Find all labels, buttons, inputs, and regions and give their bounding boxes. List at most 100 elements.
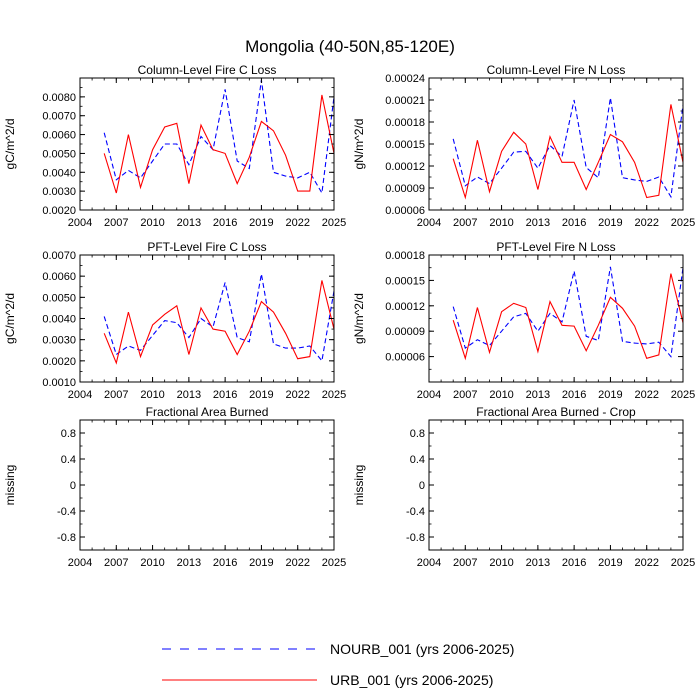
y-tick-label: 0.00009 [385, 183, 425, 195]
plot-frame [79, 77, 335, 211]
chart-panels: Column-Level Fire C Loss gC/m^2/d 2004 2007… [3, 63, 695, 569]
y-tick-label: 0.0040 [42, 167, 76, 179]
y-tick-label: 0.4 [410, 454, 425, 466]
chart-panel-4: PFT-Level Fire N Loss gN/m^2/d 2004 2007 201… [352, 240, 695, 401]
legend-label-1: NOURB_001 (yrs 2006-2025) [330, 641, 514, 657]
x-tick-label: 2010 [140, 557, 164, 569]
chart-panel-6: Fractional Area Burned - Crop missing 2004… [352, 405, 695, 569]
x-tick-label: 2025 [322, 557, 346, 569]
x-tick-label: 2013 [526, 217, 550, 229]
y-axis-label: missing [352, 465, 366, 506]
y-tick-label: 0.0050 [42, 292, 76, 304]
panel-title: Column-Level Fire C Loss [138, 63, 277, 77]
y-axis-label: gN/m^2/d [352, 119, 366, 170]
x-tick-label: 2019 [598, 217, 622, 229]
x-tick-label: 2016 [213, 217, 237, 229]
y-tick-label: 0.0060 [42, 130, 76, 142]
series-line-nourb_001 [103, 79, 334, 195]
x-tick-label: 2010 [489, 217, 513, 229]
x-tick-label: 2025 [322, 389, 346, 401]
y-axis-label: gN/m^2/d [352, 293, 366, 344]
series-line-nourb_001 [452, 97, 683, 199]
x-tick-label: 2022 [285, 389, 309, 401]
x-tick-label: 2013 [177, 217, 201, 229]
x-tick-label: 2007 [453, 217, 477, 229]
x-tick-label: 2010 [140, 389, 164, 401]
y-tick-label: -0.4 [57, 506, 76, 518]
series-line-urb_001 [103, 280, 334, 365]
y-tick-label: 0.0070 [42, 111, 76, 123]
x-tick-label: 2007 [104, 389, 128, 401]
x-tick-label: 2016 [562, 557, 586, 569]
y-tick-label: 0.00018 [385, 117, 425, 129]
x-tick-label: 2013 [177, 557, 201, 569]
y-tick-label: 0.00006 [385, 352, 425, 364]
x-tick-label: 2022 [285, 217, 309, 229]
y-tick-label: 0.00012 [385, 301, 425, 313]
legend-label-2: URB_001 (yrs 2006-2025) [330, 672, 493, 688]
y-tick-label: 0.0020 [42, 205, 76, 217]
x-tick-label: 2022 [285, 557, 309, 569]
y-tick-label: 0.0070 [42, 250, 76, 262]
panel-title: Fractional Area Burned - Crop [476, 405, 636, 419]
x-tick-label: 2013 [526, 557, 550, 569]
y-tick-label: 0.00018 [385, 250, 425, 262]
y-tick-label: 0.0030 [42, 335, 76, 347]
x-tick-label: 2019 [598, 389, 622, 401]
x-tick-label: 2019 [249, 217, 273, 229]
x-tick-label: 2010 [489, 557, 513, 569]
x-tick-label: 2007 [104, 557, 128, 569]
y-tick-label: 0.8 [61, 428, 76, 440]
chart-panel-5: Fractional Area Burned missing 2004 2007 201… [3, 405, 346, 569]
x-tick-label: 2007 [453, 557, 477, 569]
y-tick-label: 0.0010 [42, 377, 76, 389]
panel-title: PFT-Level Fire C Loss [147, 240, 266, 254]
x-tick-label: 2016 [213, 557, 237, 569]
x-tick-label: 2019 [249, 557, 273, 569]
plot-frame [428, 254, 684, 383]
series-line-nourb_001 [103, 273, 334, 363]
chart-panel-2: Column-Level Fire N Loss gN/m^2/d 2004 2007… [352, 63, 695, 229]
y-tick-label: -0.8 [57, 532, 76, 544]
chart-panel-3: PFT-Level Fire C Loss gC/m^2/d 2004 2007 201… [3, 240, 346, 401]
y-tick-label: 0.00006 [385, 205, 425, 217]
x-tick-label: 2019 [598, 557, 622, 569]
x-tick-label: 2004 [417, 389, 441, 401]
x-tick-label: 2007 [104, 217, 128, 229]
legend: NOURB_001 (yrs 2006-2025) URB_001 (yrs 20… [162, 641, 514, 688]
x-tick-label: 2016 [562, 389, 586, 401]
x-tick-label: 2010 [140, 217, 164, 229]
y-axis-label: gC/m^2/d [3, 293, 17, 344]
x-tick-label: 2025 [671, 389, 695, 401]
y-tick-label: 0.00015 [385, 139, 425, 151]
y-tick-label: 0.4 [61, 454, 76, 466]
x-tick-label: 2022 [634, 389, 658, 401]
series-line-urb_001 [452, 104, 683, 200]
y-tick-label: 0.0080 [42, 92, 76, 104]
x-tick-label: 2013 [526, 389, 550, 401]
x-tick-label: 2004 [68, 557, 92, 569]
x-tick-label: 2004 [417, 557, 441, 569]
plot-frame [428, 419, 684, 551]
x-tick-label: 2025 [671, 217, 695, 229]
chart-panel-1: Column-Level Fire C Loss gC/m^2/d 2004 2007… [3, 63, 346, 229]
y-axis-label: gC/m^2/d [3, 119, 17, 170]
y-tick-label: 0.00015 [385, 275, 425, 287]
x-tick-label: 2025 [671, 557, 695, 569]
y-tick-label: 0 [70, 480, 76, 492]
plot-frame [79, 419, 335, 551]
series-line-nourb_001 [452, 266, 683, 358]
y-tick-label: 0.0050 [42, 148, 76, 160]
y-tick-label: 0.00024 [385, 73, 425, 85]
x-tick-label: 2004 [68, 389, 92, 401]
panel-title: Column-Level Fire N Loss [487, 63, 626, 77]
y-tick-label: 0 [419, 480, 425, 492]
y-tick-label: 0.0060 [42, 271, 76, 283]
y-tick-label: 0.8 [410, 428, 425, 440]
x-tick-label: 2010 [489, 389, 513, 401]
x-tick-label: 2022 [634, 217, 658, 229]
series-line-urb_001 [452, 273, 683, 361]
y-tick-label: -0.8 [406, 532, 425, 544]
series-line-urb_001 [103, 94, 334, 194]
